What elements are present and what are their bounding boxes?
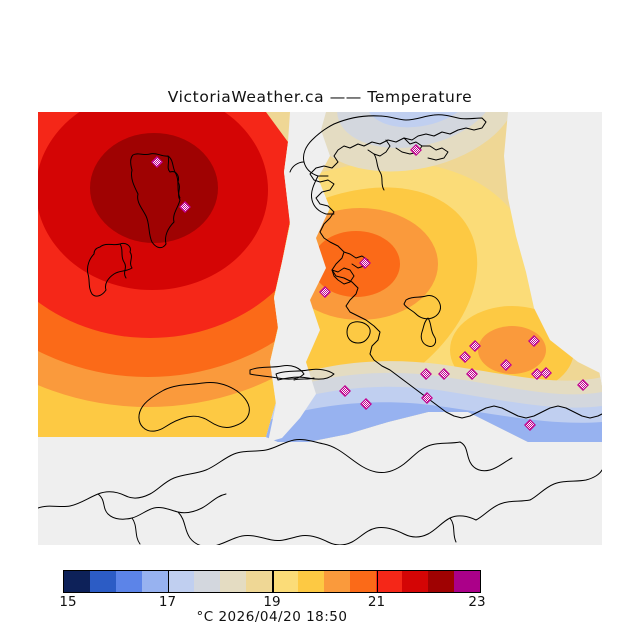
colorbar-band [90, 571, 116, 592]
colorbar-tick-label: 15 [59, 594, 77, 610]
station-marker[interactable]: 17.8 °C [360, 398, 372, 410]
colorbar-band [142, 571, 168, 592]
colorbar-band [350, 571, 376, 592]
colorbar-band [246, 571, 272, 592]
page-title: VictoriaWeather.ca —— Temperature [167, 88, 473, 106]
colorbar-band [220, 571, 246, 592]
station-marker[interactable]: 19.8 °C [540, 367, 552, 379]
colorbar-caption: °C 2026/04/20 18:50 [196, 609, 348, 625]
station-marker[interactable]: 18.4 °C [577, 379, 589, 391]
ocean-regions [268, 112, 602, 442]
colorbar[interactable] [63, 570, 481, 593]
station-marker[interactable]: 20 °C [500, 359, 512, 371]
colorbar-band [272, 571, 298, 592]
colorbar-tick-label: 21 [367, 594, 386, 610]
colorbar-band [298, 571, 324, 592]
coastline-layer [38, 114, 602, 545]
nw-analysis-block [38, 112, 290, 437]
colorbar-band [428, 571, 454, 592]
station-markers-layer[interactable]: 22.9 °C 22.4 °C 17.1 °C 20 °C 20.6 °C 19 °C 17… [151, 144, 589, 431]
station-marker[interactable]: 19.9 °C [531, 368, 543, 380]
temperature-contour-plot: 22.9 °C 22.4 °C 17.1 °C 20 °C 20.6 °C 19 °C 17… [38, 112, 602, 545]
colorbar-band [194, 571, 220, 592]
colorbar-band [324, 571, 350, 592]
colorbar-band [168, 571, 194, 592]
station-marker[interactable]: 19.6 °C [459, 351, 471, 363]
station-marker[interactable]: 19.4 °C [420, 368, 432, 380]
station-marker[interactable]: 20.1 °C [469, 340, 481, 352]
colorbar-tick-label: 23 [468, 594, 486, 610]
station-marker[interactable]: 20 °C [466, 368, 478, 380]
station-marker[interactable]: 19 °C [339, 385, 351, 397]
station-marker[interactable]: 20 °C [319, 286, 331, 298]
station-marker[interactable]: 18.1 °C [421, 392, 433, 404]
no-data-ocean-mask [38, 442, 602, 545]
station-marker[interactable]: 20.6 °C [359, 257, 371, 269]
station-marker[interactable]: 17.1 °C [410, 144, 422, 156]
colorbar-tick-labels: 15 17 19 21 23 [0, 594, 640, 610]
colorbar-band [376, 571, 402, 592]
colorbar-band [116, 571, 142, 592]
colorbar-tick-label: 17 [158, 594, 177, 610]
station-marker[interactable]: 22.4 °C [179, 201, 191, 213]
station-marker[interactable]: 17.9 °C [524, 419, 536, 431]
station-marker[interactable]: 22.9 °C [151, 156, 163, 168]
colorbar-band [64, 571, 90, 592]
colorbar-tick-label: 19 [263, 594, 281, 610]
station-marker[interactable]: 20.2 °C [528, 335, 540, 347]
colorbar-band [402, 571, 428, 592]
colorbar-band [454, 571, 480, 592]
station-marker[interactable]: 19.3 °C [438, 368, 450, 380]
temperature-map-panel[interactable]: 22.9 °C 22.4 °C 17.1 °C 20 °C 20.6 °C 19 °C 17… [38, 112, 602, 545]
